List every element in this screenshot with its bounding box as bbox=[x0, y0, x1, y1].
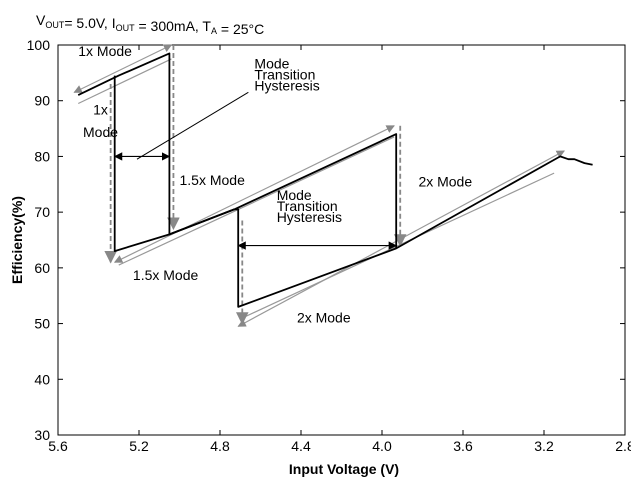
annotation-label: Mode bbox=[254, 55, 289, 71]
title-subscript: OUT bbox=[116, 23, 136, 33]
x-tick-label: 4.4 bbox=[291, 438, 311, 454]
x-tick-label: 4.8 bbox=[210, 438, 230, 454]
y-tick-label: 80 bbox=[34, 148, 50, 164]
guide-arrow bbox=[237, 150, 565, 327]
x-axis-title: Input Voltage (V) bbox=[289, 461, 399, 477]
guide-line bbox=[77, 58, 172, 105]
guide-arrow bbox=[73, 44, 173, 93]
x-tick-label: 3.2 bbox=[534, 438, 554, 454]
annotations: 1x Mode1xModeModeTransitionHysteresis1.5… bbox=[78, 43, 472, 325]
guide-line bbox=[118, 136, 395, 266]
title-subscript: A bbox=[211, 26, 217, 36]
y-tick-label: 30 bbox=[34, 427, 50, 443]
title-subscript: OUT bbox=[45, 20, 65, 30]
y-tick-label: 50 bbox=[34, 316, 50, 332]
x-tick-label: 5.2 bbox=[129, 438, 149, 454]
y-tick-label: 70 bbox=[34, 204, 50, 220]
annotation-label: Hysteresis bbox=[254, 78, 319, 94]
series-line bbox=[77, 52, 593, 308]
annotation-label: 1.5x Mode bbox=[133, 267, 199, 283]
title-text: = 5.0V, I bbox=[64, 15, 115, 31]
axis-ticks: 5.6 5.2 4.8 4.4 4.0 3.6 3.2 2.8 30 40 50 60 70 80 90 10… bbox=[27, 37, 631, 454]
annotation-label: 1x bbox=[93, 102, 108, 118]
annotation-label: Mode bbox=[83, 124, 118, 140]
plot-frame bbox=[57, 44, 626, 436]
y-tick-label: 60 bbox=[34, 260, 50, 276]
annotation-label: 1.5x Mode bbox=[180, 172, 246, 188]
annotation-label: 1x Mode bbox=[78, 43, 132, 59]
guide-arrows bbox=[73, 44, 565, 327]
x-tick-label: 3.6 bbox=[453, 438, 473, 454]
annotation-label: Transition bbox=[254, 67, 315, 83]
guide-arrow bbox=[113, 125, 395, 263]
y-tick-label: 90 bbox=[34, 93, 50, 109]
x-tick-label: 5.6 bbox=[48, 438, 68, 454]
annotation-label: 2x Mode bbox=[297, 309, 351, 325]
y-tick-label: 100 bbox=[27, 37, 51, 53]
x-tick-label: 2.8 bbox=[615, 438, 631, 454]
callout-line bbox=[136, 91, 249, 160]
series-lines bbox=[77, 52, 593, 308]
annotation-label: Hysteresis bbox=[277, 209, 342, 225]
annotation-label: 2x Mode bbox=[418, 174, 472, 190]
plot-area bbox=[57, 44, 626, 436]
y-tick-label: 40 bbox=[34, 371, 50, 387]
x-tick-label: 4.0 bbox=[372, 438, 392, 454]
y-axis-title: Efficiency(%) bbox=[9, 196, 25, 284]
title-text: V bbox=[36, 12, 46, 28]
chart-title: VOUT= 5.0V, IOUT = 300mA, TA = 25°C bbox=[36, 12, 264, 37]
title-text: = 300mA, T bbox=[135, 18, 212, 34]
annotation-label: Mode bbox=[277, 187, 312, 203]
title-text: = 25°C bbox=[217, 21, 264, 37]
series-line bbox=[113, 75, 398, 253]
annotation-label: Transition bbox=[277, 198, 338, 214]
